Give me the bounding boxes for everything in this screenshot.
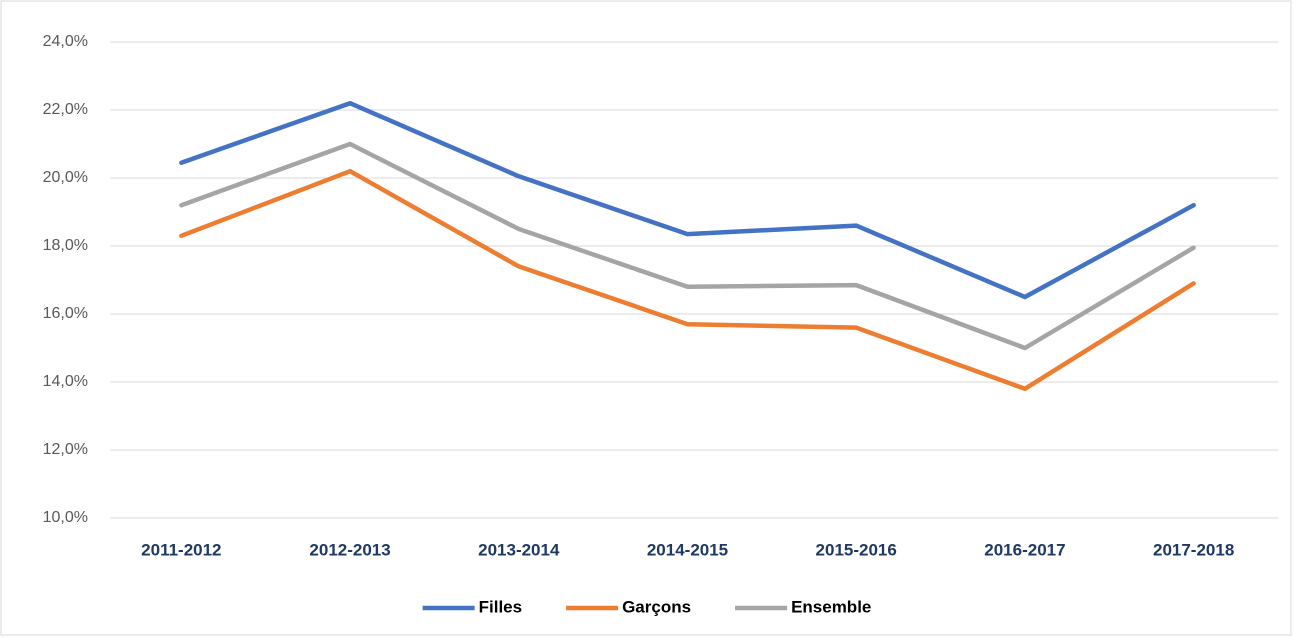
series-line bbox=[179, 100, 1196, 300]
x-tick-label: 2014-2015 bbox=[647, 540, 728, 559]
series-line bbox=[179, 141, 1196, 351]
y-tick-label: 20,0% bbox=[43, 169, 88, 186]
y-tick-label: 18,0% bbox=[43, 237, 88, 254]
x-tick-label: 2013-2014 bbox=[478, 540, 560, 559]
y-tick-label: 16,0% bbox=[43, 305, 88, 322]
x-tick-label: 2017-2018 bbox=[1153, 540, 1234, 559]
x-tick-label: 2016-2017 bbox=[984, 540, 1065, 559]
y-tick-label: 24,0% bbox=[43, 33, 88, 50]
x-tick-label: 2015-2016 bbox=[816, 540, 897, 559]
y-tick-label: 12,0% bbox=[43, 441, 88, 458]
x-tick-label: 2011-2012 bbox=[141, 540, 221, 559]
y-tick-label: 10,0% bbox=[43, 509, 88, 526]
legend-label: Filles bbox=[479, 597, 522, 616]
x-tick-label: 2012-2013 bbox=[309, 540, 390, 559]
series-line bbox=[179, 168, 1196, 392]
legend-label: Garçons bbox=[622, 597, 691, 616]
y-tick-label: 22,0% bbox=[43, 101, 88, 118]
y-tick-label: 14,0% bbox=[43, 373, 88, 390]
legend-label: Ensemble bbox=[791, 597, 871, 616]
